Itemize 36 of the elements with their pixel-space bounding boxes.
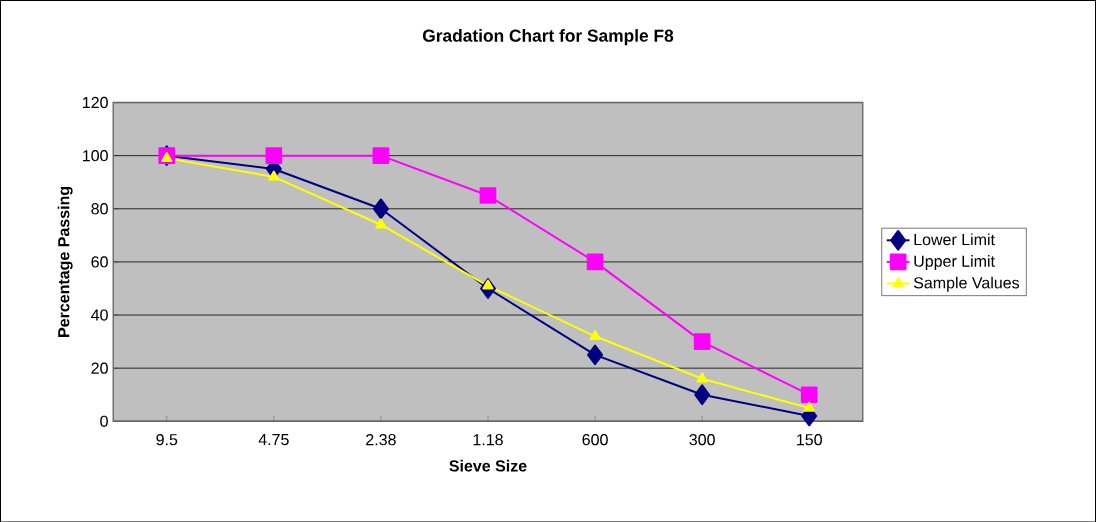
point bbox=[694, 384, 711, 405]
point bbox=[587, 344, 604, 365]
point bbox=[696, 372, 708, 383]
x-tick-label: 600 bbox=[582, 433, 608, 446]
point bbox=[693, 333, 711, 350]
x-tick-label: 1.18 bbox=[473, 433, 503, 446]
x-tick-label: 4.75 bbox=[258, 433, 289, 445]
legend-label: Upper Limit bbox=[914, 254, 995, 270]
point bbox=[265, 147, 283, 164]
x-tick-label: 2.38 bbox=[366, 433, 396, 446]
point bbox=[803, 401, 815, 412]
x-axis-title: Sieve Size bbox=[449, 459, 527, 472]
point bbox=[372, 198, 389, 219]
y-tick-label: 0 bbox=[100, 415, 108, 427]
y-tick-label: 120 bbox=[83, 96, 108, 108]
x-tick-label: 9.5 bbox=[156, 433, 178, 446]
x-tick-label: 300 bbox=[689, 433, 715, 446]
chart-title: Gradation Chart for Sample F8 bbox=[422, 28, 674, 46]
y-axis-title: Percentage Passing bbox=[57, 186, 73, 337]
y-tick-label: 40 bbox=[91, 309, 108, 321]
y-tick-label: 60 bbox=[91, 256, 108, 268]
point bbox=[589, 329, 601, 340]
point bbox=[479, 186, 497, 204]
y-tick-label: 20 bbox=[91, 362, 108, 374]
y-tick-label: 80 bbox=[91, 202, 108, 215]
y-tick-label: 100 bbox=[83, 149, 108, 162]
point bbox=[482, 279, 494, 290]
point bbox=[375, 218, 387, 229]
legend-label: Sample Values bbox=[913, 276, 1020, 292]
point bbox=[586, 253, 604, 271]
point bbox=[268, 170, 280, 181]
point bbox=[800, 386, 818, 403]
legend-label: Lower Limit bbox=[914, 233, 995, 246]
point bbox=[372, 147, 390, 164]
point bbox=[161, 151, 173, 162]
x-tick-label: 150 bbox=[797, 433, 822, 446]
